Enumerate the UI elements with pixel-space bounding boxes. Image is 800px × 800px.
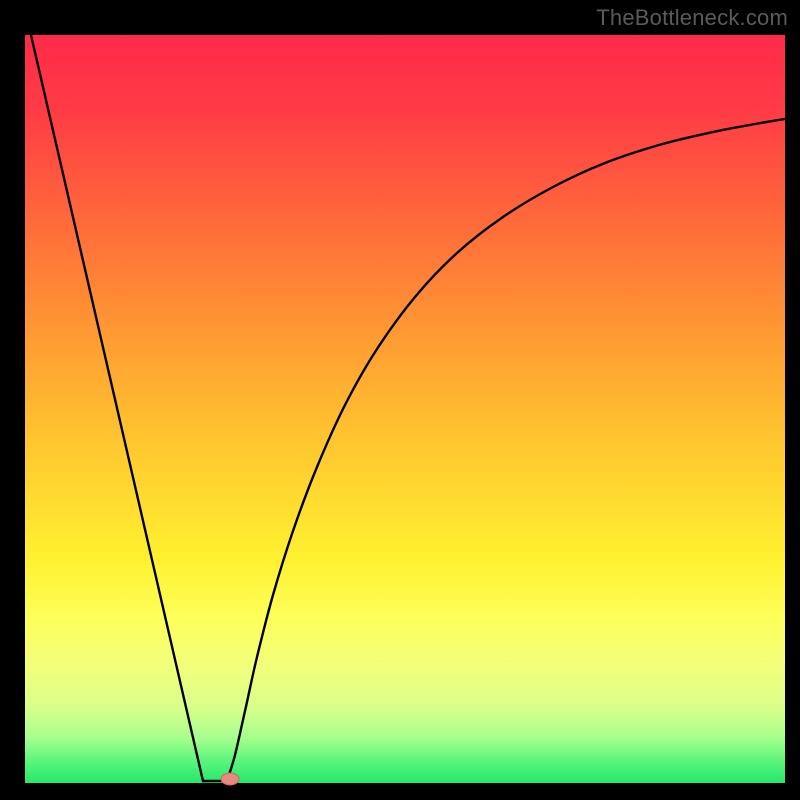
valley-marker xyxy=(221,773,239,785)
chart-frame: TheBottleneck.com xyxy=(0,0,800,800)
bottleneck-curve xyxy=(0,0,800,800)
